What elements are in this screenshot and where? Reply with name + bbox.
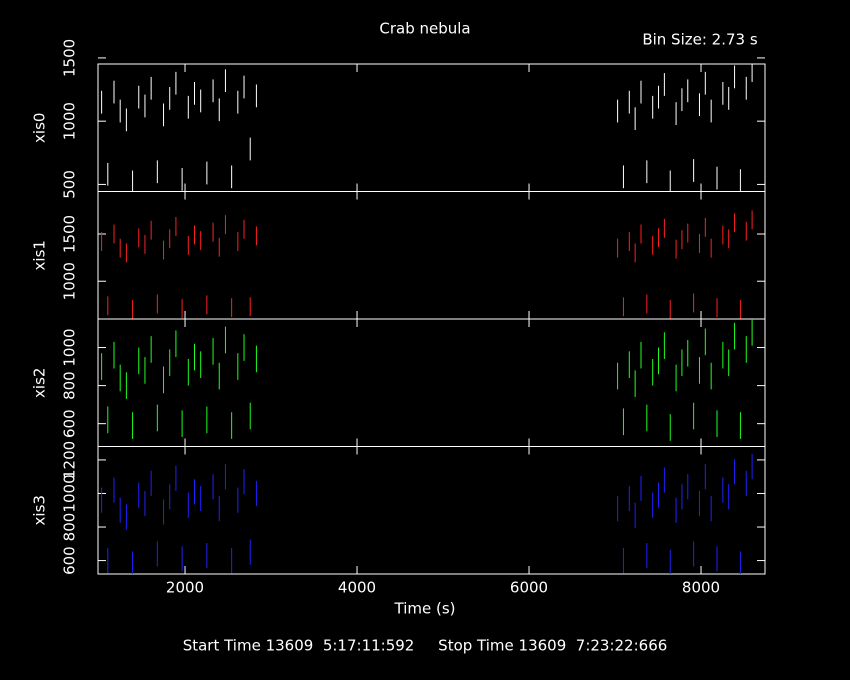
y-tick-label: 600: [61, 546, 79, 575]
chart-title: Crab nebula: [379, 20, 470, 38]
y-tick-label: 800: [61, 513, 79, 542]
time-range: Start Time 13609 5:17:11:592 Stop Time 1…: [183, 637, 668, 655]
y-tick-label: 600: [61, 409, 79, 438]
y-tick-label: 1200: [61, 441, 79, 479]
y-tick-label: 500: [61, 170, 79, 199]
y-axis-label: xis1: [31, 240, 49, 270]
y-tick-label: 800: [61, 371, 79, 400]
y-tick-label: 1500: [61, 215, 79, 253]
y-tick-label: 1000: [61, 474, 79, 512]
y-axis-label: xis2: [31, 368, 49, 398]
x-tick-label: 2000: [166, 579, 204, 597]
x-tick-label: 4000: [338, 579, 376, 597]
x-tick-label: 8000: [682, 579, 720, 597]
y-tick-label: 1000: [61, 262, 79, 300]
x-axis-label: Time (s): [394, 600, 456, 618]
y-axis-label: xis3: [31, 495, 49, 525]
y-tick-label: 1500: [61, 39, 79, 77]
panel-frame: [97, 446, 766, 575]
x-tick-label: 6000: [510, 579, 548, 597]
y-axis-label: xis0: [31, 113, 49, 143]
bin-size: Bin Size: 2.73 s: [642, 31, 758, 49]
panel-frame: [97, 63, 766, 192]
panel-frame: [97, 191, 766, 320]
y-tick-label: 1000: [61, 328, 79, 366]
y-tick-label: 1000: [61, 102, 79, 140]
panel-frame: [97, 318, 766, 447]
